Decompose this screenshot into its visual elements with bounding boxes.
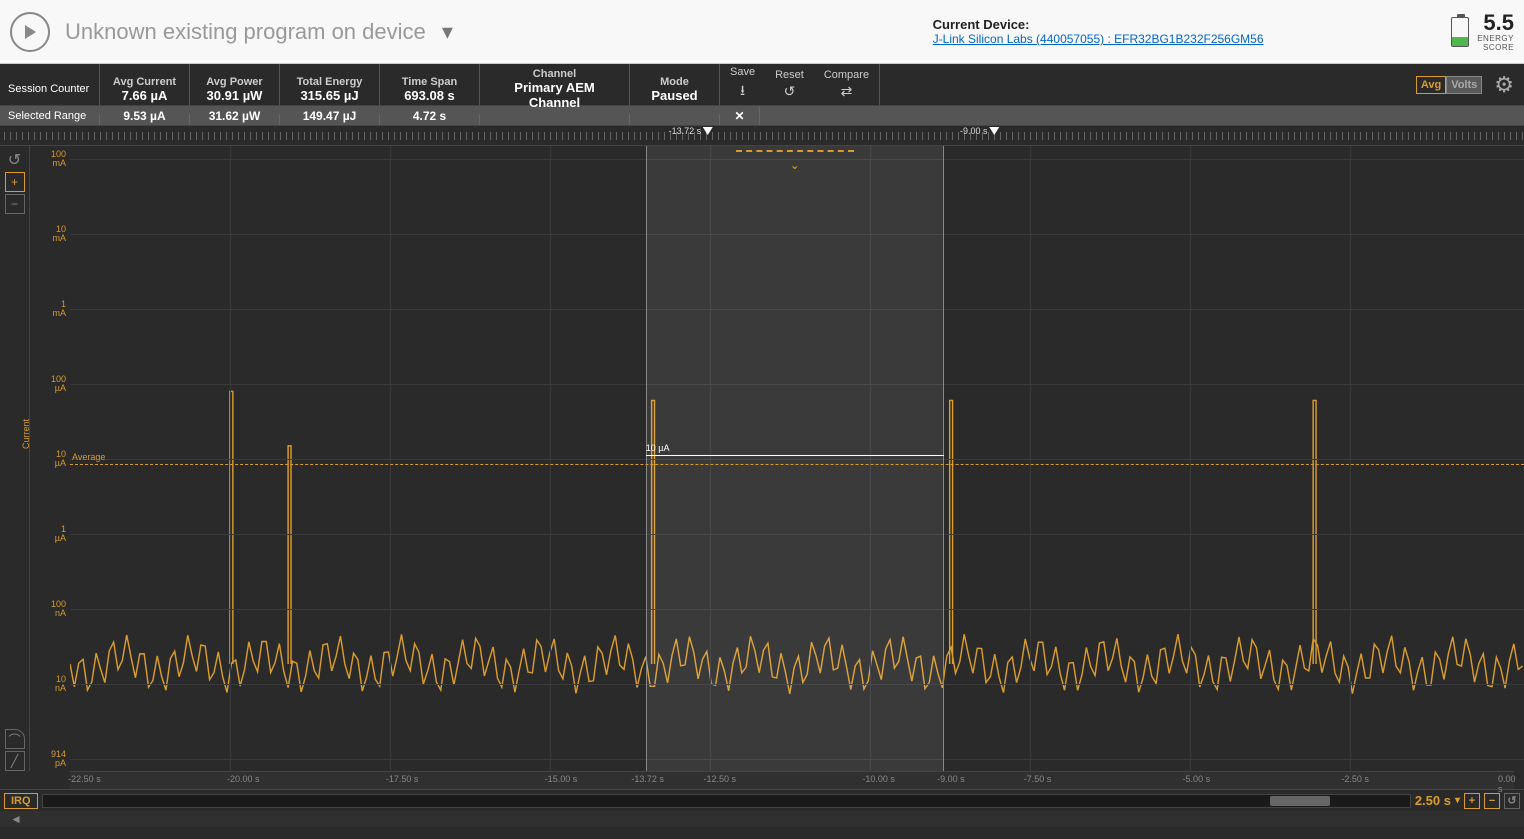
x-tick-label: -10.00 s — [862, 774, 895, 784]
time-span-control: 2.50 s ▾ + − ↺ — [1415, 793, 1520, 809]
reset-button[interactable]: Reset↺ — [765, 64, 814, 105]
energy-score-value: 5.5 — [1477, 12, 1514, 34]
x-tick-label: -9.00 s — [937, 774, 965, 784]
x-tick-label: -17.50 s — [386, 774, 419, 784]
y-tick-label: 1µA — [55, 525, 66, 543]
y-tick-label: 10µA — [55, 450, 66, 468]
zoom-out-y-button[interactable]: − — [5, 194, 25, 214]
footer-scroll: ◄ — [0, 811, 1524, 827]
x-tick-label: -2.50 s — [1341, 774, 1369, 784]
compare-icon: ⇄ — [841, 83, 853, 100]
x-tick-label: -15.00 s — [545, 774, 578, 784]
y-axis-title: Current — [21, 418, 31, 448]
y-tick-label: 100mA — [51, 150, 66, 168]
energy-score: 5.5 ENERGYSCORE — [1451, 12, 1514, 52]
ruler-marker-end[interactable]: -9.00 s — [960, 126, 1000, 136]
time-span-value: 2.50 s — [1415, 793, 1451, 808]
timespan-minus-button[interactable]: − — [1484, 793, 1500, 809]
line-mode-button[interactable]: ╱ — [5, 751, 25, 771]
y-tick-label: 10mA — [53, 225, 67, 243]
x-tick-label: -7.50 s — [1024, 774, 1052, 784]
device-label: Current Device: — [933, 17, 1264, 32]
energy-score-label: ENERGYSCORE — [1477, 34, 1514, 52]
compare-button[interactable]: Compare⇄ — [814, 64, 879, 105]
session-counter-label: Session Counter — [0, 64, 100, 114]
avg-current-cell: Avg Current 7.66 µA — [100, 64, 190, 114]
device-link[interactable]: J-Link Silicon Labs (440057055) : EFR32B… — [933, 32, 1264, 46]
volts-toggle[interactable]: Volts — [1446, 76, 1482, 94]
right-controls: Avg Volts ⚙ — [1416, 64, 1524, 105]
time-span-cell: Time Span 693.08 s — [380, 64, 480, 114]
settings-gear-icon[interactable]: ⚙ — [1494, 72, 1514, 98]
mode-cell: Mode Paused — [630, 64, 720, 114]
avg-toggle[interactable]: Avg — [1416, 76, 1446, 94]
y-tick-label: 1mA — [53, 300, 67, 318]
play-button[interactable] — [10, 12, 50, 52]
chart-container: ↺ + − ⌒ ╱ Current 100mA 10mA 1mA 100µA 10µA 1… — [0, 146, 1524, 771]
close-selection-button[interactable]: ✕ — [720, 106, 760, 125]
irq-button[interactable]: IRQ — [4, 793, 38, 809]
avg-power-cell: Avg Power 30.91 µW — [190, 64, 280, 114]
x-tick-label: -22.50 s — [68, 774, 101, 784]
x-tick-label: -20.00 s — [227, 774, 260, 784]
timespan-reset-button[interactable]: ↺ — [1504, 793, 1520, 809]
scroll-left-arrow[interactable]: ◄ — [10, 812, 22, 826]
average-label: Average — [72, 452, 105, 462]
channel-cell: Channel Primary AEM Channel — [480, 64, 630, 114]
device-section: Current Device: J-Link Silicon Labs (440… — [653, 17, 1264, 46]
x-tick-label: -12.50 s — [704, 774, 737, 784]
scroll-thumb[interactable] — [1270, 796, 1330, 806]
x-tick-label: -5.00 s — [1183, 774, 1211, 784]
y-tick-label: 914pA — [51, 750, 66, 768]
save-icon: ⭳ — [740, 80, 745, 104]
y-tick-label: 10nA — [55, 675, 66, 693]
selection-avg-label: 10 µA — [646, 443, 670, 453]
x-axis: -22.50 s -20.00 s -17.50 s -15.00 s -13.72 s… — [70, 771, 1514, 789]
x-tick-label: -13.72 s — [631, 774, 664, 784]
undo-icon[interactable]: ↺ — [5, 150, 25, 170]
timespan-dropdown-icon[interactable]: ▾ — [1455, 795, 1460, 806]
left-sidebar: ↺ + − ⌒ ╱ — [0, 146, 30, 771]
reset-icon: ↺ — [784, 83, 796, 100]
program-dropdown-caret[interactable]: ▾ — [442, 19, 453, 44]
bottom-scrollbar[interactable] — [42, 794, 1411, 808]
chart-area[interactable]: ⌄ Average 10 µA — [70, 146, 1524, 771]
save-button[interactable]: Save⭳ — [720, 64, 765, 105]
action-group: Save⭳ Reset↺ Compare⇄ — [720, 64, 880, 105]
curve-mode-button[interactable]: ⌒ — [5, 729, 25, 749]
y-tick-label: 100nA — [51, 600, 66, 618]
ruler-marker-start[interactable]: -13.72 s — [669, 126, 714, 136]
total-energy-cell: Total Energy 315.65 µJ — [280, 64, 380, 114]
x-tick-label: 0.00 s — [1498, 774, 1516, 794]
zoom-in-y-button[interactable]: + — [5, 172, 25, 192]
y-tick-label: 100µA — [51, 375, 66, 393]
timeline-ruler[interactable]: -13.72 s -9.00 s — [0, 126, 1524, 146]
bottom-bar: IRQ 2.50 s ▾ + − ↺ — [0, 789, 1524, 811]
program-title[interactable]: Unknown existing program on device ▾ — [65, 19, 485, 45]
battery-icon — [1451, 17, 1469, 47]
selection-region[interactable]: ⌄ — [646, 146, 944, 771]
y-axis: Current 100mA10mA1mA100µA10µA1µA100nA10n… — [30, 146, 70, 771]
timespan-plus-button[interactable]: + — [1464, 793, 1480, 809]
top-header: Unknown existing program on device ▾ Cur… — [0, 0, 1524, 64]
stats-row: Session Counter Avg Current 7.66 µA Avg … — [0, 64, 1524, 106]
